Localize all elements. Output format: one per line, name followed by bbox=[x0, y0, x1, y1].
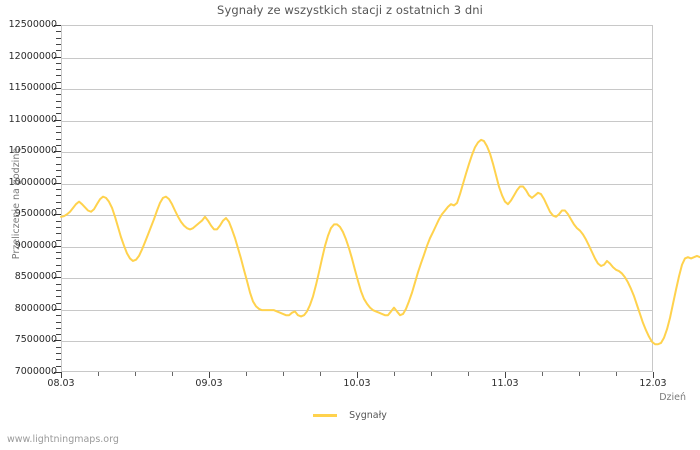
legend-item-sygnaly[interactable]: Sygnały bbox=[313, 410, 387, 421]
x-axis-minor-tick bbox=[616, 372, 617, 376]
x-axis-minor-tick bbox=[320, 372, 321, 376]
chart-legend: Sygnały bbox=[0, 410, 700, 421]
x-axis-tick-mark bbox=[653, 372, 654, 378]
x-axis-tick-label: 10.03 bbox=[343, 378, 371, 389]
x-axis-minor-tick bbox=[431, 372, 432, 376]
chart-title: Sygnały ze wszystkich stacji z ostatnich… bbox=[217, 3, 483, 17]
x-axis-minor-tick bbox=[172, 372, 173, 376]
gridline-horizontal bbox=[62, 246, 652, 248]
x-axis-tick-label: 09.03 bbox=[195, 378, 223, 389]
gridline-horizontal bbox=[62, 183, 652, 185]
x-axis-minor-tick bbox=[283, 372, 284, 376]
x-axis-minor-tick bbox=[394, 372, 395, 376]
series-line-sygnaly bbox=[60, 138, 700, 346]
x-axis-tick-label: 11.03 bbox=[491, 378, 519, 389]
x-axis-tick-mark bbox=[357, 372, 358, 378]
gridline-horizontal bbox=[62, 57, 652, 59]
gridline-horizontal bbox=[62, 89, 652, 91]
gridline-horizontal bbox=[62, 120, 652, 122]
x-axis-tick-mark bbox=[61, 372, 62, 378]
x-axis-minor-tick bbox=[98, 372, 99, 376]
x-axis-minor-tick bbox=[135, 372, 136, 376]
y-axis-label: Przeliczenie na godzinę bbox=[11, 147, 23, 260]
x-axis-tick-label: 08.03 bbox=[47, 378, 75, 389]
x-axis-tick-mark bbox=[209, 372, 210, 378]
footer-url: www.lightningmaps.org bbox=[7, 434, 119, 445]
x-axis-label: Dzień bbox=[659, 392, 686, 403]
gridline-horizontal bbox=[62, 215, 652, 217]
x-axis-minor-tick bbox=[579, 372, 580, 376]
x-axis-minor-tick bbox=[542, 372, 543, 376]
x-axis-minor-tick bbox=[246, 372, 247, 376]
legend-color-swatch bbox=[313, 414, 338, 417]
gridline-horizontal bbox=[62, 341, 652, 343]
legend-label: Sygnały bbox=[349, 410, 387, 421]
gridline-horizontal bbox=[62, 309, 652, 311]
x-axis-tick-label: 12.03 bbox=[639, 378, 667, 389]
plot-area bbox=[61, 25, 653, 372]
x-axis-minor-tick bbox=[468, 372, 469, 376]
gridline-horizontal bbox=[62, 152, 652, 154]
x-axis-tick-mark bbox=[505, 372, 506, 378]
